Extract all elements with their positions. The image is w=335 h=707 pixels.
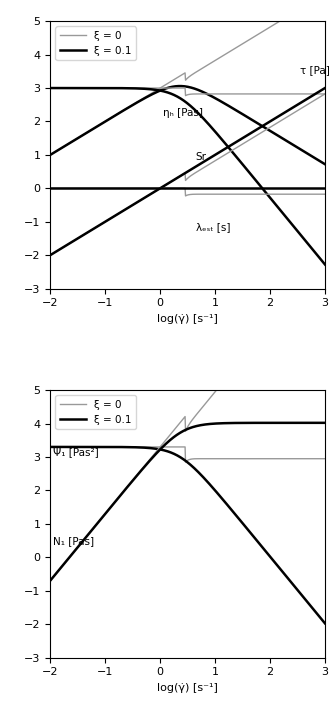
Text: Ψ₁ [Pas²]: Ψ₁ [Pas²]: [53, 448, 99, 457]
Text: ηₕ [Pas]: ηₕ [Pas]: [163, 108, 203, 119]
Legend: ξ = 0, ξ = 0.1: ξ = 0, ξ = 0.1: [56, 26, 136, 60]
Text: λₑₛₜ [s]: λₑₛₜ [s]: [196, 222, 230, 232]
Text: Sr: Sr: [196, 152, 207, 162]
X-axis label: log(γ̇) [s⁻¹]: log(γ̇) [s⁻¹]: [157, 314, 218, 324]
Text: N₁ [Pas]: N₁ [Pas]: [53, 536, 94, 546]
X-axis label: log(γ̇) [s⁻¹]: log(γ̇) [s⁻¹]: [157, 683, 218, 693]
Legend: ξ = 0, ξ = 0.1: ξ = 0, ξ = 0.1: [56, 395, 136, 429]
Text: τ [Pa]: τ [Pa]: [300, 65, 330, 75]
